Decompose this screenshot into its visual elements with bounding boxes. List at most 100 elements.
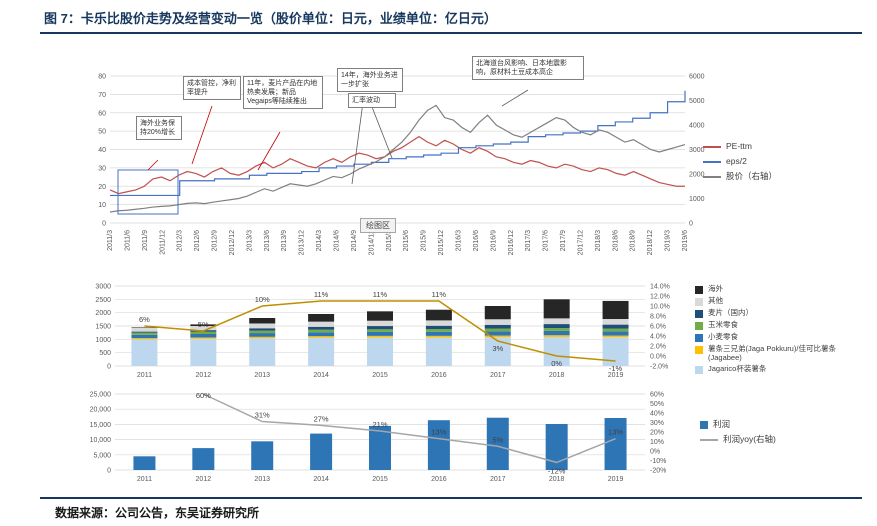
profit-bar — [251, 441, 274, 470]
x-axis-label: 2011/12 — [159, 230, 166, 255]
right-axis-tick: 14.0% — [650, 284, 670, 291]
x-axis-label: 2012/3 — [177, 230, 184, 252]
legend-swatch-icon — [695, 322, 703, 330]
legend-swatch-icon — [703, 146, 721, 148]
bar-segment — [367, 320, 393, 327]
bar-segment — [367, 335, 393, 338]
x-axis-label: 2019/6 — [682, 230, 689, 252]
bar-segment — [308, 321, 335, 327]
bar-segment — [484, 337, 511, 366]
figure-title: 图 7：卡乐比股价走势及经营变动一览（股价单位：日元，业绩单位：亿日元） — [44, 11, 497, 26]
profit-chart: 0 5,000 10,000 15,000 20,000 25,000 -20% -10% 0%… — [30, 390, 870, 496]
x-axis-label: 2014/6 — [334, 230, 341, 252]
x-axis-label: 2014 — [313, 476, 329, 483]
left-axis-tick: 0 — [107, 468, 111, 475]
bar-segment — [602, 337, 629, 366]
bar-segment — [131, 327, 158, 332]
right-axis-tick: 2000 — [689, 172, 705, 179]
legend-label: 海外 — [708, 284, 723, 293]
bar-segment — [131, 327, 158, 328]
x-axis-label: 2017/9 — [560, 230, 567, 252]
right-axis-tick: -2.0% — [650, 364, 668, 371]
data-label: 5% — [198, 320, 209, 329]
x-axis-label: 2019/3 — [665, 230, 672, 252]
right-axis-tick: 12.0% — [650, 294, 670, 301]
legend-label: PE-ttm — [726, 141, 752, 151]
profit-bar — [192, 448, 215, 470]
right-axis-tick: 6000 — [689, 74, 705, 81]
bar-segment — [190, 324, 217, 326]
bar-segment — [249, 336, 276, 339]
x-axis-label: 2015/6 — [403, 230, 410, 252]
legend-item: 麦片（国内） — [695, 308, 867, 318]
data-label: 11% — [373, 290, 388, 299]
x-axis-label: 2014/9 — [351, 230, 358, 252]
x-axis-label: 2012/6 — [194, 230, 201, 252]
x-axis-label: 2013/12 — [299, 230, 306, 255]
right-axis-tick: 1000 — [689, 196, 705, 203]
bar-segment — [131, 332, 158, 335]
right-axis-tick: 40% — [650, 411, 664, 418]
bar-segment — [484, 324, 511, 329]
bar-segment — [308, 336, 335, 338]
legend-label: 利润 — [713, 419, 731, 429]
revenue-structure-canvas: 0 500 1000 1500 2000 2500 3000 -2.0% 0.0% 2.0% 4.0… — [95, 284, 670, 380]
bar-segment — [131, 338, 158, 340]
data-label: 5% — [492, 435, 503, 444]
x-axis-label: 2011 — [137, 476, 152, 483]
bar-segment — [249, 318, 276, 324]
legend-label: 小麦零食 — [708, 332, 738, 341]
legend-item: 小麦零食 — [695, 332, 867, 342]
x-axis-label: 2018/9 — [630, 230, 637, 252]
right-axis-tick: 8.0% — [650, 314, 666, 321]
right-axis-tick: 20% — [650, 430, 664, 437]
bar-segment — [367, 311, 393, 321]
annotation-leader-line — [501, 89, 529, 107]
data-label: 11% — [314, 290, 329, 299]
legend-swatch-icon — [695, 286, 703, 294]
right-axis-tick: 6.0% — [650, 324, 666, 331]
left-axis-tick: 25,000 — [90, 392, 112, 399]
data-label: 3% — [492, 344, 503, 353]
series-line — [109, 104, 686, 213]
data-label: 27% — [314, 414, 329, 423]
bar-segment — [308, 332, 335, 337]
legend-item: 利润 — [700, 419, 776, 430]
x-axis-label: 2014/3 — [316, 230, 323, 252]
legend-swatch-icon — [700, 438, 718, 441]
x-axis-label: 2016/6 — [473, 230, 480, 252]
left-axis-tick: 20,000 — [90, 407, 112, 414]
data-label: 60% — [196, 391, 211, 400]
legend-label: 薯条三兄弟(Jaga Pokkuru)/佳可比薯条(Jagabee) — [708, 344, 836, 362]
left-axis-tick: 20 — [98, 184, 106, 191]
yoy-line — [203, 393, 616, 464]
annotation-leader-line — [257, 131, 281, 171]
data-label: 31% — [255, 411, 270, 420]
data-source: 数据来源：公司公告，东吴证券研究所 — [55, 506, 260, 520]
bar-segment — [543, 324, 570, 329]
legend-swatch-icon — [703, 175, 721, 178]
legend-swatch-icon — [695, 298, 703, 306]
source-divider — [40, 497, 862, 499]
data-label: 0% — [551, 359, 562, 368]
right-axis-tick: 0.0% — [650, 354, 666, 361]
profit-bar — [604, 418, 627, 470]
bar-segment — [602, 300, 629, 320]
x-axis-label: 2016/12 — [508, 230, 515, 255]
data-label: -12% — [548, 466, 566, 475]
bar-segment — [602, 319, 629, 325]
annotation-fx-volatility: 汇率波动 — [348, 93, 396, 109]
x-axis-label: 2017/3 — [525, 230, 532, 252]
left-axis-tick: 80 — [98, 74, 106, 81]
annotation-leader-line — [147, 159, 159, 171]
bar-segment — [367, 331, 393, 336]
bar-segment — [249, 338, 276, 366]
bar-segment — [425, 337, 452, 366]
profit-bar — [427, 420, 450, 470]
bar-segment — [367, 337, 393, 366]
bar-segment — [308, 314, 335, 322]
bar-segment — [367, 329, 393, 332]
legend-swatch-icon — [695, 346, 703, 354]
bar-segment — [425, 329, 452, 332]
